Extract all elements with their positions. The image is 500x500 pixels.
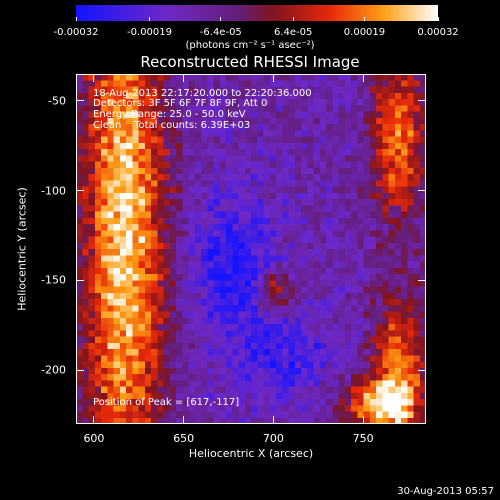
colorbar-tick-mark <box>220 17 222 21</box>
colorbar-tick-mark <box>292 17 294 21</box>
colorbar <box>76 5 438 21</box>
x-tick-mark <box>93 74 95 82</box>
x-tick-mark <box>93 416 95 424</box>
y-axis-label: Heliocentric Y (arcsec) <box>15 187 29 311</box>
y-tick-mark <box>418 369 426 371</box>
y-tick-label: -50 <box>48 94 66 108</box>
x-tick-mark <box>272 74 274 82</box>
x-tick-label: 750 <box>352 432 374 445</box>
annotation-time-range: 18-Aug-2013 22:17:20.000 to 22:20:36.000 <box>93 88 312 99</box>
colorbar-tick-mark <box>437 17 439 21</box>
colorbar-tick-label: -0.00019 <box>127 27 173 38</box>
x-tick-mark <box>272 416 274 424</box>
x-tick-mark <box>183 416 185 424</box>
colorbar-tick-label: 0.00032 <box>417 27 459 38</box>
annotation-detectors: Detectors: 3F 5F 6F 7F 8F 9F, Att 0 <box>93 98 268 109</box>
y-tick-mark <box>76 100 84 102</box>
footer-date: 30-Aug-2013 05:57 <box>397 486 494 497</box>
annotation-peak-position: Position of Peak = [617,-117] <box>93 397 240 408</box>
y-tick-label: -200 <box>41 363 66 377</box>
y-tick-mark <box>76 279 84 281</box>
y-tick-mark <box>76 369 84 371</box>
plot-frame <box>76 74 426 424</box>
y-tick-label: -150 <box>41 273 66 287</box>
heatmap-image <box>76 74 426 424</box>
y-tick-mark <box>418 100 426 102</box>
x-axis-label: Heliocentric X (arcsec) <box>188 447 314 460</box>
x-tick-label: 600 <box>83 432 105 445</box>
annotation-counts: Clean Total counts: 6.39E+03 <box>93 120 251 131</box>
plot-title: Reconstructed RHESSI Image <box>140 53 360 71</box>
colorbar-tick-mark <box>149 17 151 21</box>
colorbar-units: (photons cm⁻² s⁻¹ asec⁻²) <box>185 40 315 51</box>
y-tick-label: -100 <box>41 184 66 198</box>
colorbar-tick-label: 0.00019 <box>343 27 386 38</box>
x-tick-label: 650 <box>173 432 195 445</box>
y-tick-mark <box>418 279 426 281</box>
colorbar-tick-label: -0.00032 <box>53 27 99 38</box>
colorbar-tick-label: 6.4e-05 <box>273 27 313 38</box>
x-tick-mark <box>362 416 364 424</box>
y-tick-mark <box>418 190 426 192</box>
y-tick-mark <box>76 190 84 192</box>
colorbar-tick-mark <box>75 17 77 21</box>
colorbar-tick-label: -6.4e-05 <box>199 27 242 38</box>
colorbar-tick-mark <box>363 17 365 21</box>
x-tick-mark <box>183 74 185 82</box>
annotation-energy-range: Energy Range: 25.0 - 50.0 keV <box>93 109 246 120</box>
x-tick-mark <box>362 74 364 82</box>
x-tick-label: 700 <box>262 432 284 445</box>
